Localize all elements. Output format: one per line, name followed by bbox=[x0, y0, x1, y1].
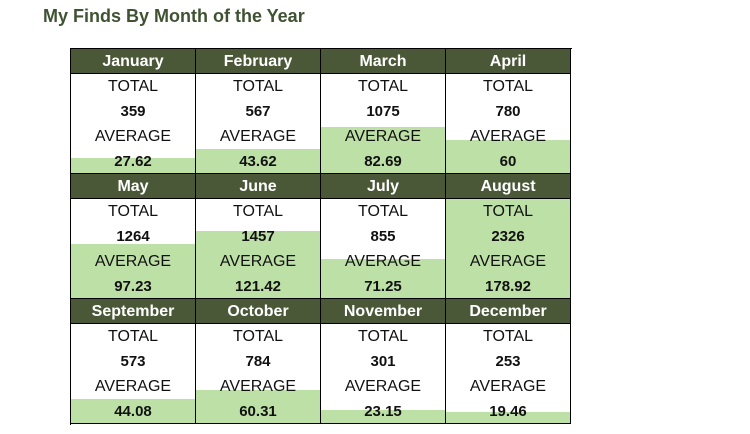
average-bar bbox=[321, 259, 445, 298]
month-name: January bbox=[71, 49, 195, 74]
average-label: AVERAGE bbox=[219, 128, 297, 145]
month-cell-july: July TOTAL 855 AVERAGE 71.25 bbox=[321, 174, 446, 299]
month-name: September bbox=[71, 299, 195, 324]
average-value: 71.25 bbox=[364, 278, 402, 295]
average-value: 23.15 bbox=[364, 403, 402, 420]
average-bar bbox=[71, 158, 195, 173]
average-label: AVERAGE bbox=[219, 253, 297, 270]
average-bar bbox=[446, 412, 570, 423]
average-bar bbox=[446, 199, 570, 298]
month-cell-august: August TOTAL 2326 AVERAGE 178.92 bbox=[446, 174, 571, 299]
total-label: TOTAL bbox=[232, 78, 284, 95]
average-value: 60.31 bbox=[239, 403, 277, 420]
month-name: August bbox=[446, 174, 570, 199]
month-cell-january: January TOTAL 359 AVERAGE 27.62 bbox=[71, 49, 196, 174]
total-value: 253 bbox=[495, 353, 521, 370]
month-cell-march: March TOTAL 1075 AVERAGE 82.69 bbox=[321, 49, 446, 174]
average-label: AVERAGE bbox=[344, 378, 422, 395]
average-label: AVERAGE bbox=[94, 128, 172, 145]
month-name: March bbox=[321, 49, 445, 74]
average-label: AVERAGE bbox=[94, 378, 172, 395]
month-name: May bbox=[71, 174, 195, 199]
average-bar bbox=[71, 244, 195, 298]
average-bar bbox=[196, 149, 320, 173]
month-cell-november: November TOTAL 301 AVERAGE 23.15 bbox=[321, 299, 446, 424]
average-label: AVERAGE bbox=[219, 378, 297, 395]
total-label: TOTAL bbox=[107, 328, 159, 345]
month-cell-may: May TOTAL 1264 AVERAGE 97.23 bbox=[71, 174, 196, 299]
average-value: 43.62 bbox=[239, 153, 277, 170]
average-label: AVERAGE bbox=[469, 253, 547, 270]
month-cell-february: February TOTAL 567 AVERAGE 43.62 bbox=[196, 49, 321, 174]
average-value: 178.92 bbox=[485, 278, 531, 295]
month-name: November bbox=[321, 299, 445, 324]
total-value: 780 bbox=[495, 103, 521, 120]
average-value: 121.42 bbox=[235, 278, 281, 295]
average-bar bbox=[321, 127, 445, 173]
average-label: AVERAGE bbox=[469, 128, 547, 145]
average-value: 44.08 bbox=[114, 403, 152, 420]
total-label: TOTAL bbox=[107, 78, 159, 95]
month-name: December bbox=[446, 299, 570, 324]
average-value: 82.69 bbox=[364, 153, 402, 170]
total-value: 2326 bbox=[491, 228, 525, 245]
average-label: AVERAGE bbox=[344, 253, 422, 270]
total-value: 855 bbox=[370, 228, 396, 245]
total-label: TOTAL bbox=[357, 328, 409, 345]
total-label: TOTAL bbox=[107, 203, 159, 220]
total-label: TOTAL bbox=[232, 203, 284, 220]
month-name: April bbox=[446, 49, 570, 74]
average-bar bbox=[196, 231, 320, 298]
month-cell-june: June TOTAL 1457 AVERAGE 121.42 bbox=[196, 174, 321, 299]
page-title: My Finds By Month of the Year bbox=[43, 6, 305, 26]
average-label: AVERAGE bbox=[469, 378, 547, 395]
total-label: TOTAL bbox=[357, 203, 409, 220]
month-name: February bbox=[196, 49, 320, 74]
total-label: TOTAL bbox=[482, 203, 534, 220]
total-label: TOTAL bbox=[232, 328, 284, 345]
total-value: 1075 bbox=[366, 103, 400, 120]
month-cell-april: April TOTAL 780 AVERAGE 60 bbox=[446, 49, 571, 174]
average-bar bbox=[446, 140, 570, 173]
average-bar bbox=[71, 399, 195, 423]
month-cell-december: December TOTAL 253 AVERAGE 19.46 bbox=[446, 299, 571, 424]
average-label: AVERAGE bbox=[344, 128, 422, 145]
month-cell-september: September TOTAL 573 AVERAGE 44.08 bbox=[71, 299, 196, 424]
month-name: June bbox=[196, 174, 320, 199]
total-value: 573 bbox=[120, 353, 146, 370]
average-value: 27.62 bbox=[114, 153, 152, 170]
total-label: TOTAL bbox=[357, 78, 409, 95]
total-value: 359 bbox=[120, 103, 146, 120]
total-label: TOTAL bbox=[482, 78, 534, 95]
month-cell-october: October TOTAL 784 AVERAGE 60.31 bbox=[196, 299, 321, 424]
total-value: 301 bbox=[370, 353, 396, 370]
month-grid: January TOTAL 359 AVERAGE 27.62 February… bbox=[70, 48, 572, 425]
average-value: 19.46 bbox=[489, 403, 527, 420]
total-value: 1457 bbox=[241, 228, 275, 245]
total-value: 567 bbox=[245, 103, 271, 120]
month-name: July bbox=[321, 174, 445, 199]
average-bar bbox=[196, 390, 320, 423]
average-value: 97.23 bbox=[114, 278, 152, 295]
total-label: TOTAL bbox=[482, 328, 534, 345]
average-value: 60 bbox=[499, 153, 517, 170]
average-label: AVERAGE bbox=[94, 253, 172, 270]
month-name: October bbox=[196, 299, 320, 324]
total-value: 1264 bbox=[116, 228, 150, 245]
average-bar bbox=[321, 410, 445, 423]
total-value: 784 bbox=[245, 353, 271, 370]
